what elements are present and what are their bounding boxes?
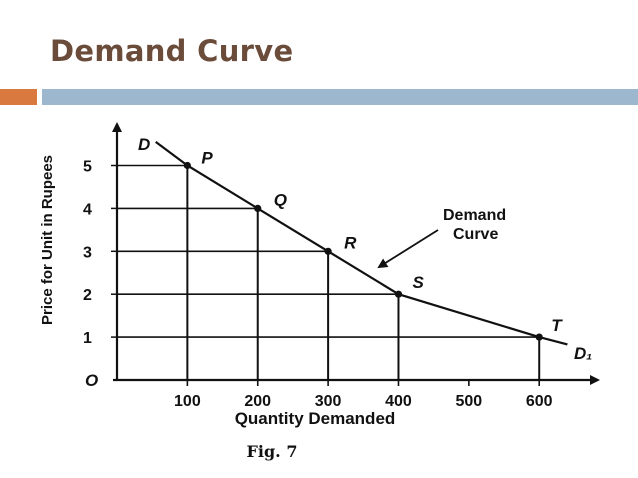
curve-label-start: D [138,135,150,154]
origin-label: O [85,371,98,390]
annotation-line2: Curve [453,226,498,243]
point-s [394,290,403,298]
point-label-t: T [551,316,563,335]
y-tick-label: 2 [83,287,92,304]
point-label-r: R [344,233,357,252]
x-tick-label: 600 [526,393,553,410]
point-q [254,204,262,212]
y-axis-title: Price for Unit in Rupees [39,155,56,325]
annotation-line1: Demand [443,207,506,224]
y-tick-label: 1 [83,330,92,347]
x-axis-title: Quantity Demanded [235,409,396,428]
x-tick-label: 100 [174,393,201,410]
annotation-arrow [377,229,439,269]
curve-label-end: D₁ [574,344,592,363]
accent-bar-blue [42,89,638,105]
x-tick-label: 500 [455,393,482,410]
slide-title: Demand Curve [50,34,294,68]
y-tick-label: 3 [83,244,92,261]
point-p [183,161,191,170]
point-label-s: S [412,273,424,292]
point-r [324,247,332,255]
point-label-q: Q [274,190,287,209]
y-tick-label: 5 [83,159,92,176]
x-tick-label: 200 [244,393,271,410]
demand-curve-line [155,141,568,346]
accent-bar-orange [0,89,37,105]
figure-caption: Fig. 7 [247,442,298,461]
x-tick-label: 400 [385,393,412,410]
x-tick-label: 300 [315,393,342,410]
point-label-p: P [201,149,213,168]
y-tick-label: 4 [83,201,92,218]
point-t [535,333,543,341]
